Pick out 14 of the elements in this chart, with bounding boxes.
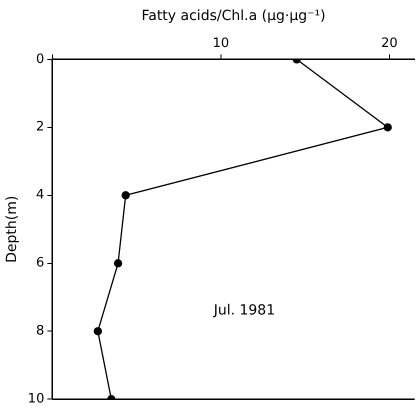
point [94, 327, 102, 336]
y-tick-label: 8 [36, 324, 44, 339]
y-tick-label: 4 [36, 188, 44, 203]
x-tick-label: 20 [381, 36, 398, 51]
y-tick-label: 6 [36, 256, 44, 271]
y-tick-label: 0 [36, 52, 44, 67]
point [114, 259, 122, 268]
y-axis-title: Depth(m) [4, 196, 20, 263]
y-tick-label: 2 [36, 120, 44, 135]
point [122, 191, 130, 200]
annotation: Jul. 1981 [212, 302, 276, 318]
point [384, 123, 392, 132]
x-axis-title: Fatty acids/Chl.a (μg·μg⁻¹) [141, 8, 326, 24]
y-tick-label: 10 [28, 392, 44, 407]
